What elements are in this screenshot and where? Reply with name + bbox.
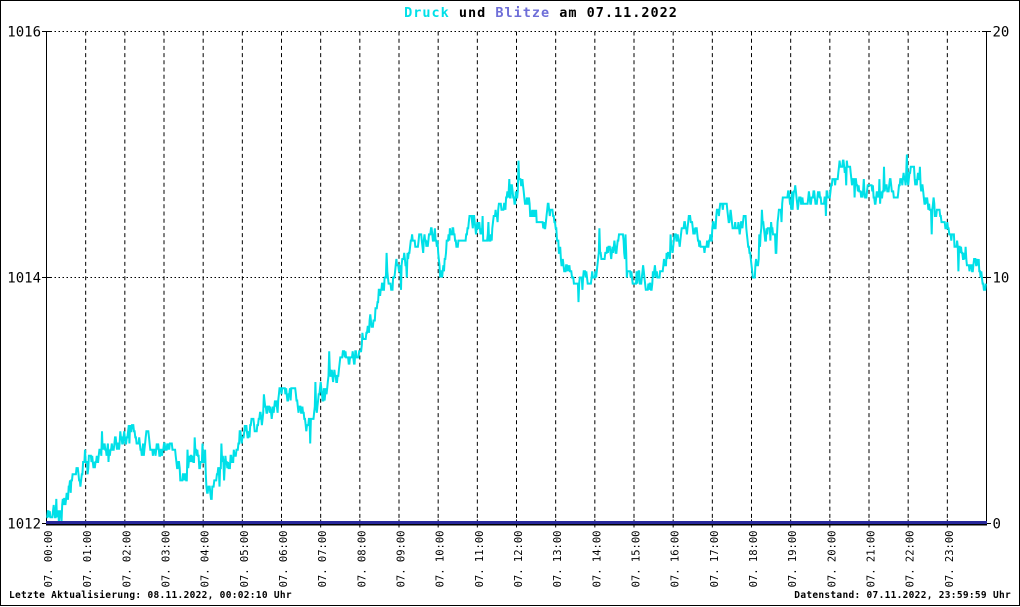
x-axis-labels: 07. 00:00 07. 01:00 07. 02:00 07. 03:00 07. … [43, 531, 956, 588]
svg-text:07. 14:00: 07. 14:00 [591, 531, 603, 588]
svg-text:07. 21:00: 07. 21:00 [866, 531, 878, 588]
last-update-text: Letzte Aktualisierung: 08.11.2022, 00:02… [9, 590, 292, 601]
right-axis-labels: 0 10 20 [993, 25, 1010, 533]
title-word-date: am 07.11.2022 [550, 5, 678, 21]
title-word-druck: Druck [404, 5, 450, 21]
svg-text:07. 05:00: 07. 05:00 [239, 531, 251, 588]
svg-text:0: 0 [993, 517, 1001, 533]
svg-text:10: 10 [993, 271, 1010, 287]
svg-text:07. 07:00: 07. 07:00 [317, 531, 329, 588]
title-word-blitze: Blitze [495, 5, 551, 21]
title-word-und: und [449, 5, 496, 21]
svg-text:07. 00:00: 07. 00:00 [43, 531, 55, 588]
svg-text:07. 09:00: 07. 09:00 [396, 531, 408, 588]
svg-text:07. 15:00: 07. 15:00 [631, 531, 643, 588]
svg-text:1012: 1012 [7, 517, 41, 533]
svg-text:07. 16:00: 07. 16:00 [670, 531, 682, 588]
svg-text:07. 01:00: 07. 01:00 [82, 531, 94, 588]
svg-text:1016: 1016 [7, 25, 41, 41]
svg-text:07. 06:00: 07. 06:00 [278, 531, 290, 588]
chart-title: Druck und Blitze am 07.11.2022 [1, 5, 1019, 21]
data-state-text: Datenstand: 07.11.2022, 23:59:59 Uhr [794, 590, 1011, 601]
axes [46, 31, 987, 526]
svg-text:07. 08:00: 07. 08:00 [356, 531, 368, 588]
svg-text:07. 13:00: 07. 13:00 [552, 531, 564, 588]
svg-text:07. 17:00: 07. 17:00 [709, 531, 721, 588]
svg-text:07. 10:00: 07. 10:00 [435, 531, 447, 588]
svg-text:07. 11:00: 07. 11:00 [474, 531, 486, 588]
svg-text:07. 19:00: 07. 19:00 [787, 531, 799, 588]
svg-text:07. 22:00: 07. 22:00 [905, 531, 917, 588]
svg-text:07. 23:00: 07. 23:00 [944, 531, 956, 588]
svg-text:07. 02:00: 07. 02:00 [121, 531, 133, 588]
svg-text:07. 18:00: 07. 18:00 [748, 531, 760, 588]
druck-series-line [46, 154, 987, 523]
svg-text:07. 12:00: 07. 12:00 [513, 531, 525, 588]
svg-text:20: 20 [993, 25, 1010, 41]
druck-series [46, 154, 987, 523]
vertical-gridlines [85, 31, 948, 524]
svg-text:1014: 1014 [7, 271, 41, 287]
svg-text:07. 03:00: 07. 03:00 [161, 531, 173, 588]
left-axis-labels: 1012 1014 1016 [7, 25, 41, 533]
svg-text:07. 20:00: 07. 20:00 [826, 531, 838, 588]
svg-text:07. 04:00: 07. 04:00 [200, 531, 212, 588]
